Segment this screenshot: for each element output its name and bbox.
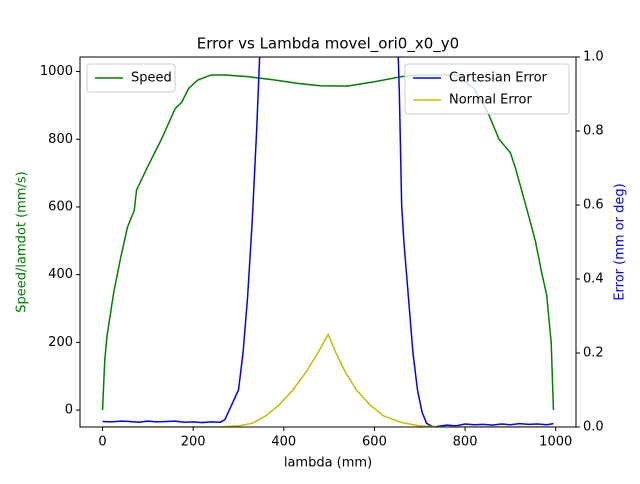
y-axis-label: Speed/lamdot (mm/s) (15, 171, 30, 312)
y2-tick-label: 0.4 (583, 272, 604, 287)
y-tick-label: 200 (48, 335, 73, 350)
y2-tick-label: 1.0 (583, 50, 604, 65)
y-tick-label: 1000 (40, 64, 73, 79)
y2-tick-label: 0.0 (583, 420, 604, 435)
y-tick-label: 0 (65, 403, 73, 418)
x-tick-label: 1000 (539, 435, 572, 450)
y-tick-label: 400 (48, 267, 73, 282)
legend-box (404, 63, 570, 115)
x-tick-label: 600 (362, 435, 387, 450)
legend-label: Cartesian Error (449, 71, 548, 86)
plot-frame (79, 56, 577, 428)
x-tick-label: 0 (98, 435, 106, 450)
data-line (102, 332, 554, 427)
y2-tick-label: 0.2 (583, 346, 604, 361)
y2-tick-label: 0.6 (583, 198, 604, 213)
y-tick-label: 800 (48, 132, 73, 147)
legend-box (86, 63, 176, 93)
y2-axis-label: Error (mm or deg) (613, 183, 628, 300)
x-tick-label: 200 (181, 435, 206, 450)
data-line (101, 74, 555, 411)
x-tick-label: 800 (453, 435, 478, 450)
y2-tick-label: 0.8 (583, 124, 604, 139)
legend-label: Normal Error (449, 93, 533, 108)
y-tick-label: 600 (48, 199, 73, 214)
x-axis-label: lambda (mm) (284, 456, 372, 471)
data-line (102, 57, 554, 427)
chart-title: Error vs Lambda movel_ori0_x0_y0 (197, 35, 459, 54)
legend-label: Speed (131, 71, 172, 86)
plot-area (101, 57, 555, 427)
x-tick-label: 400 (271, 435, 296, 450)
